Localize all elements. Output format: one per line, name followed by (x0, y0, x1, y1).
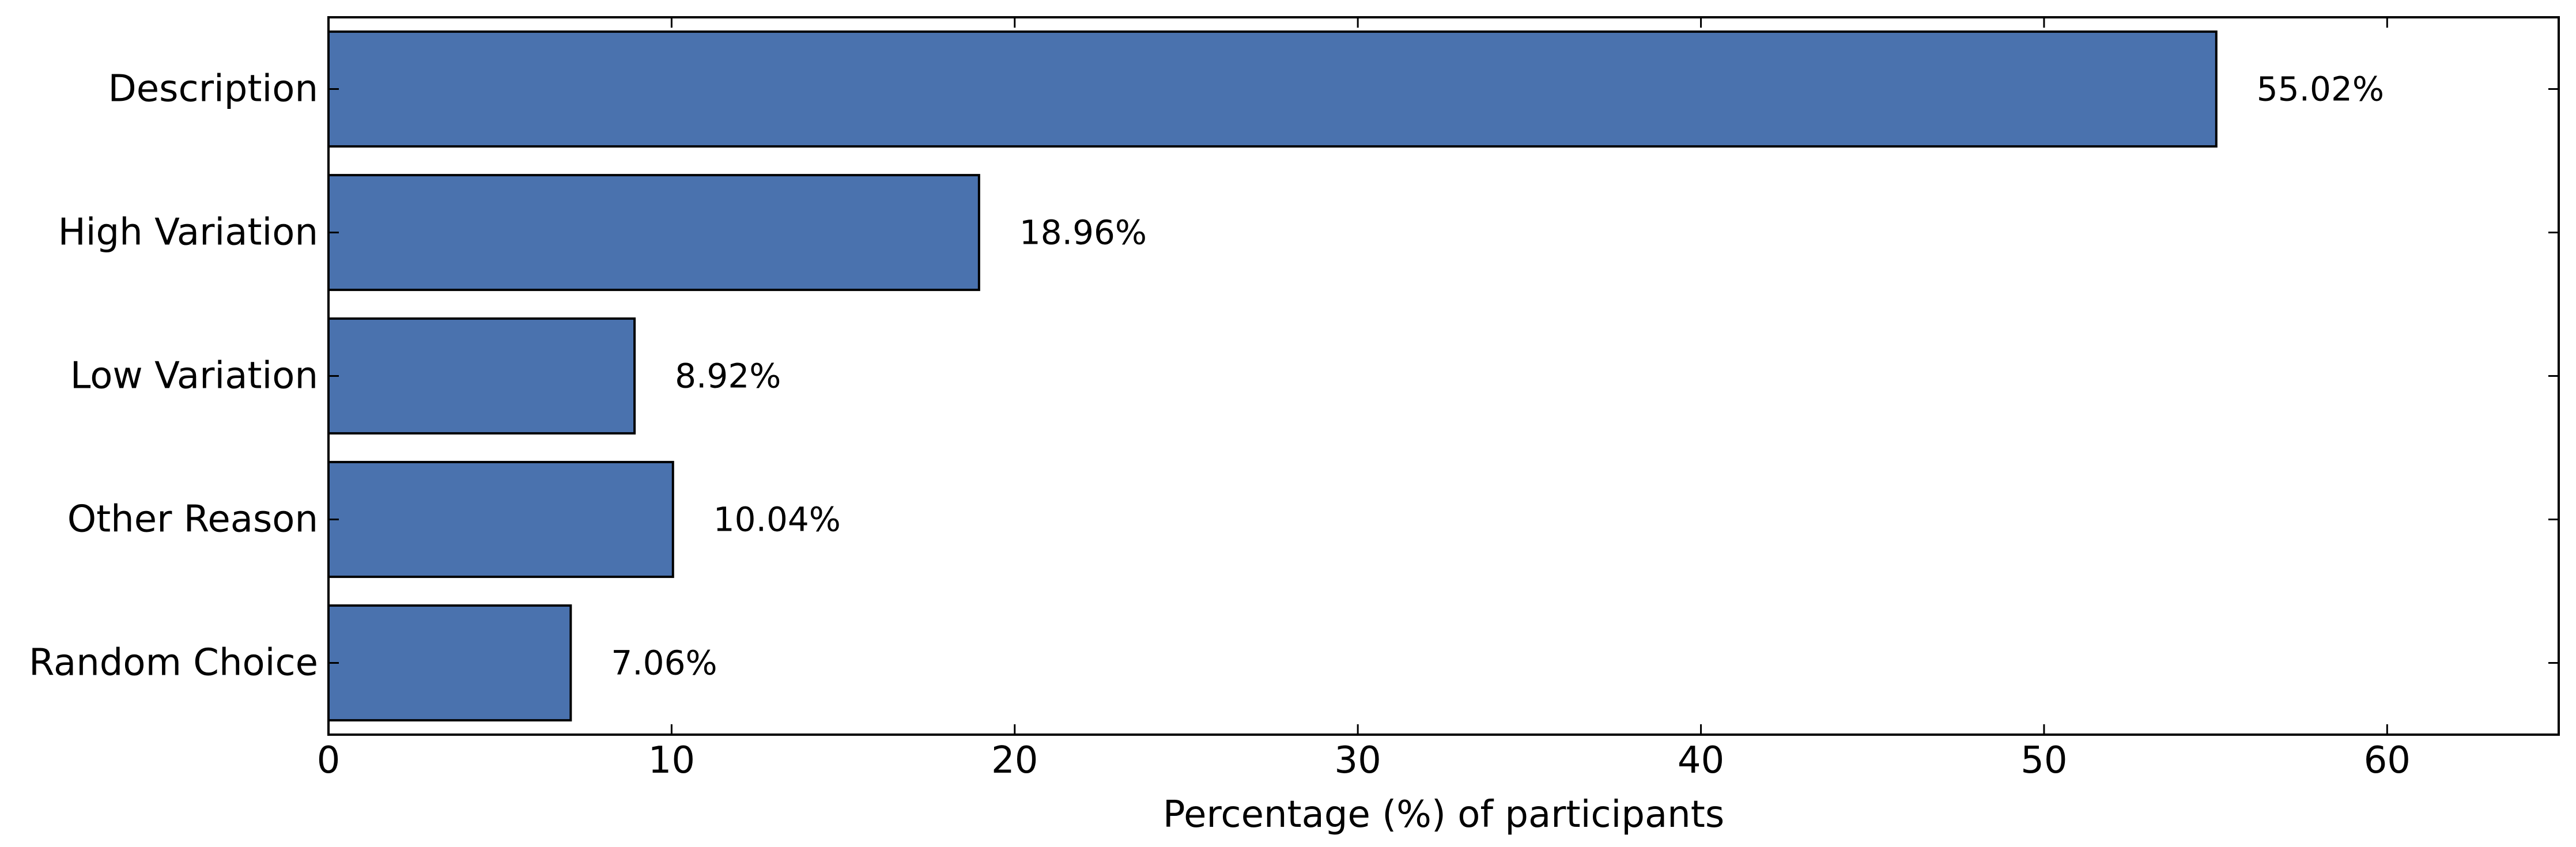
x-tick-label-10: 10 (648, 739, 695, 782)
data-label-low-variation: 8.92% (675, 357, 781, 396)
bars-layer (327, 30, 2218, 722)
x-tick-label-50: 50 (2020, 739, 2067, 782)
bar-random-choice (327, 604, 572, 722)
category-label-high-variation: High Variation (58, 211, 318, 254)
x-tick-label-40: 40 (1678, 739, 1724, 782)
bar-high-variation (327, 173, 980, 292)
bar-low-variation (327, 317, 636, 435)
x-tick-label-60: 60 (2364, 739, 2411, 782)
labels-layer: 55.02% Description 18.96% High Variation 8.9… (29, 68, 2411, 782)
x-tick-label-0: 0 (317, 739, 341, 782)
data-label-random-choice: 7.06% (611, 644, 717, 683)
category-label-random-choice: Random Choice (29, 642, 318, 685)
category-label-description: Description (108, 68, 319, 111)
category-label-low-variation: Low Variation (70, 355, 318, 398)
x-tick-label-30: 30 (1334, 739, 1381, 782)
bar-other-reason (327, 460, 674, 578)
x-tick-label-20: 20 (991, 739, 1038, 782)
data-label-description: 55.02% (2257, 70, 2384, 109)
data-label-high-variation: 18.96% (1019, 213, 1147, 252)
bar-description (327, 30, 2218, 148)
data-label-other-reason: 10.04% (713, 500, 841, 539)
plot-frame (327, 16, 2560, 736)
x-axis-title: Percentage (%) of participants (1163, 793, 1724, 836)
category-label-other-reason: Other Reason (67, 498, 318, 541)
